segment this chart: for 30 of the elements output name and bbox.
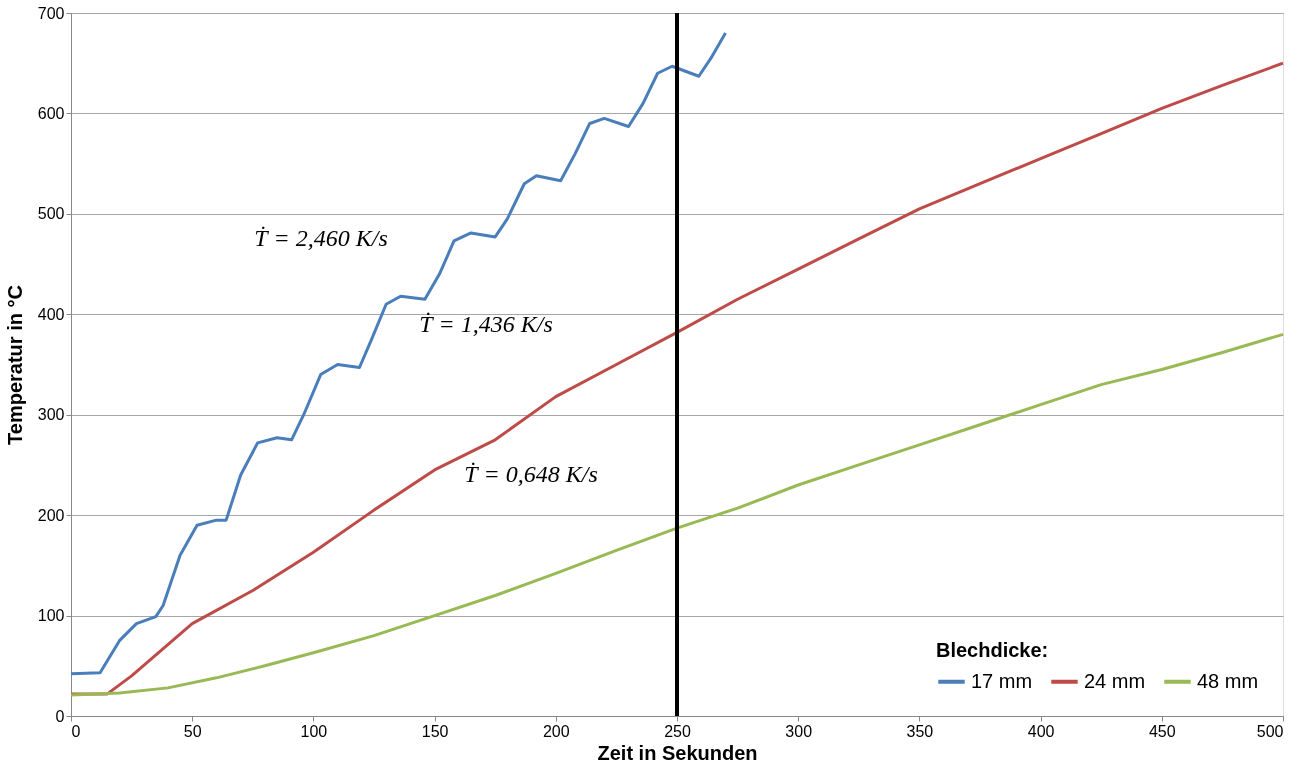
- legend-title: Blechdicke:: [936, 639, 1049, 661]
- x-tick-label: 300: [785, 722, 813, 740]
- x-tick-label: 500: [1256, 722, 1284, 740]
- x-tick-label: 100: [300, 722, 328, 740]
- x-tick-label: 250: [664, 722, 691, 740]
- y-tick-label: 100: [37, 607, 65, 625]
- y-tick-label: 0: [55, 707, 65, 725]
- y-tick-label: 700: [37, 4, 65, 22]
- x-tick-label: 150: [421, 722, 449, 740]
- y-tick-label: 500: [37, 205, 65, 223]
- y-tick-label: 400: [37, 305, 65, 323]
- x-tick-label: 0: [71, 722, 81, 740]
- legend-label: 17 mm: [971, 669, 1033, 692]
- line-series: [69, 61, 1285, 696]
- x-tick-label: 200: [542, 722, 570, 740]
- annotation: Ṫ = 1,436 K/s: [419, 311, 553, 337]
- annotation: Ṫ = 0,648 K/s: [464, 461, 598, 487]
- y-tick-label: 200: [37, 506, 65, 524]
- y-tick-label: 300: [37, 406, 65, 424]
- y-tick-label: 600: [37, 104, 65, 122]
- x-tick-label: 450: [1148, 722, 1176, 740]
- x-axis-title: Zeit in Sekunden: [597, 741, 758, 764]
- legend-label: 24 mm: [1084, 669, 1146, 692]
- legend-label: 48 mm: [1197, 669, 1259, 692]
- line-series: [69, 31, 727, 676]
- x-tick-label: 350: [906, 722, 934, 740]
- y-axis-title: Temperatur in °C: [3, 285, 26, 445]
- annotation: Ṫ = 2,460 K/s: [254, 225, 388, 251]
- x-tick-label: 50: [183, 722, 202, 740]
- x-tick-label: 400: [1027, 722, 1055, 740]
